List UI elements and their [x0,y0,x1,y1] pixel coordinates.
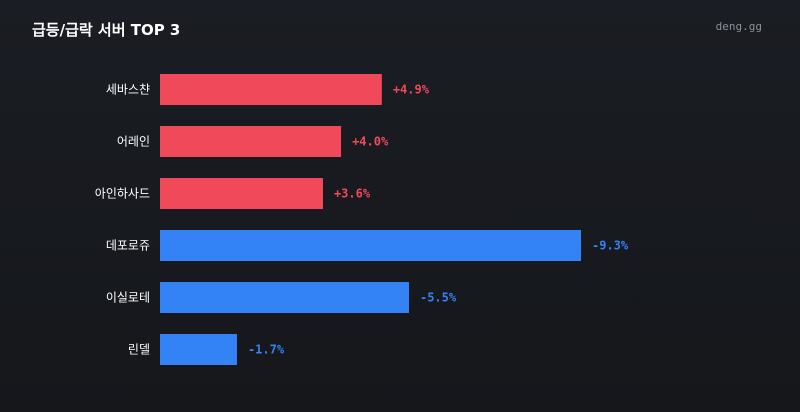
bar [160,126,342,157]
value-label: -9.3% [592,239,629,253]
value-label: -1.7% [248,343,285,357]
value-label: +3.6% [334,187,371,201]
category-label: 린델 [128,343,150,357]
bar [160,178,323,209]
category-label: 이실로테 [106,291,150,305]
brand-label: deng.gg [715,20,762,33]
bar [160,334,237,365]
bar [160,230,581,261]
category-label: 어레인 [117,135,150,149]
chart-title: 급등/급락 서버 TOP 3 [32,21,181,39]
value-label: -5.5% [420,291,457,305]
category-label: 아인하사드 [95,187,150,201]
bar [160,74,382,105]
category-label: 데포로쥬 [106,239,150,253]
value-label: +4.0% [352,135,389,149]
value-label: +4.9% [393,83,430,97]
bar [160,282,409,313]
category-label: 세바스챤 [106,83,150,97]
